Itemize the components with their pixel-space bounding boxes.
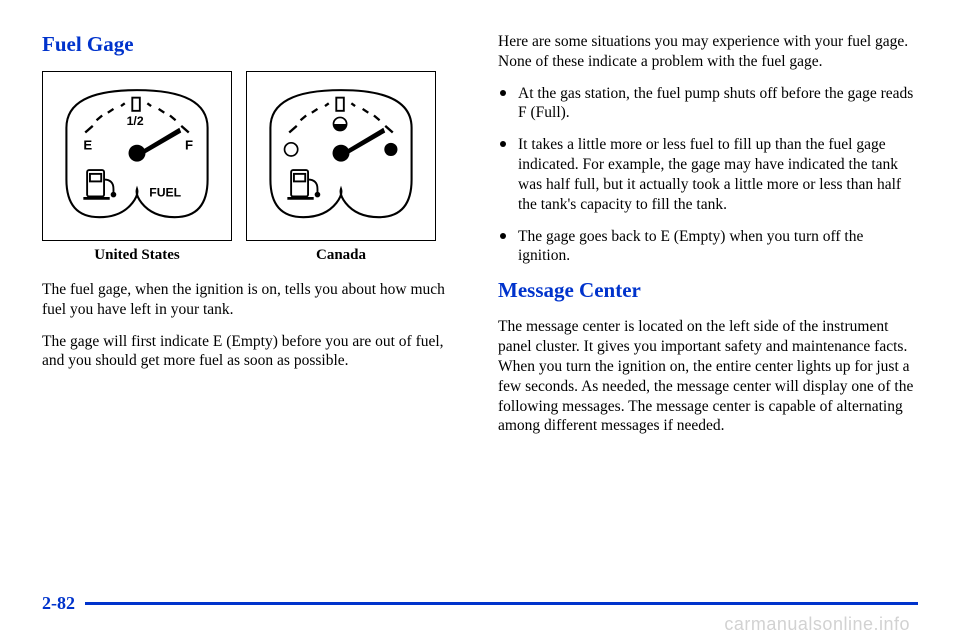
message-center-heading: Message Center [498,278,918,303]
half-icon [333,117,346,130]
gauge-us-svg: E 1/2 F FUEL [47,76,227,236]
gauge-us-box: E 1/2 F FUEL [42,71,232,241]
gauge-us-f: F [185,137,193,152]
bullet-list: At the gas station, the fuel pump shuts … [498,84,918,267]
watermark-text: carmanualsonline.info [724,614,910,635]
fuel-gage-heading: Fuel Gage [42,32,462,57]
caption-ca: Canada [246,247,436,264]
bullet-item: At the gas station, the fuel pump shuts … [498,84,918,124]
gauge-us-half: 1/2 [127,114,144,128]
footer-rule [85,602,918,605]
bullet-item: The gage goes back to E (Empty) when you… [498,227,918,267]
page-footer: 2-82 [42,593,918,614]
gauge-us-fuel: FUEL [149,185,181,199]
right-para-3: The message center is located on the lef… [498,317,918,436]
gauge-row: E 1/2 F FUEL [42,71,462,241]
left-column: Fuel Gage [42,32,462,448]
caption-us: United States [42,247,232,264]
left-para-2: The gage will first indicate E (Empty) b… [42,332,462,372]
right-column: Here are some situations you may experie… [498,32,918,448]
page-number: 2-82 [42,593,75,614]
caption-row: United States Canada [42,247,462,264]
gauge-us-e: E [83,137,92,152]
empty-icon [285,143,298,156]
bullet-item: It takes a little more or less fuel to f… [498,135,918,214]
gauge-ca-svg [251,76,431,236]
left-para-1: The fuel gage, when the ignition is on, … [42,280,462,320]
full-icon [384,143,397,156]
gauge-ca-box [246,71,436,241]
right-intro: Here are some situations you may experie… [498,32,918,72]
